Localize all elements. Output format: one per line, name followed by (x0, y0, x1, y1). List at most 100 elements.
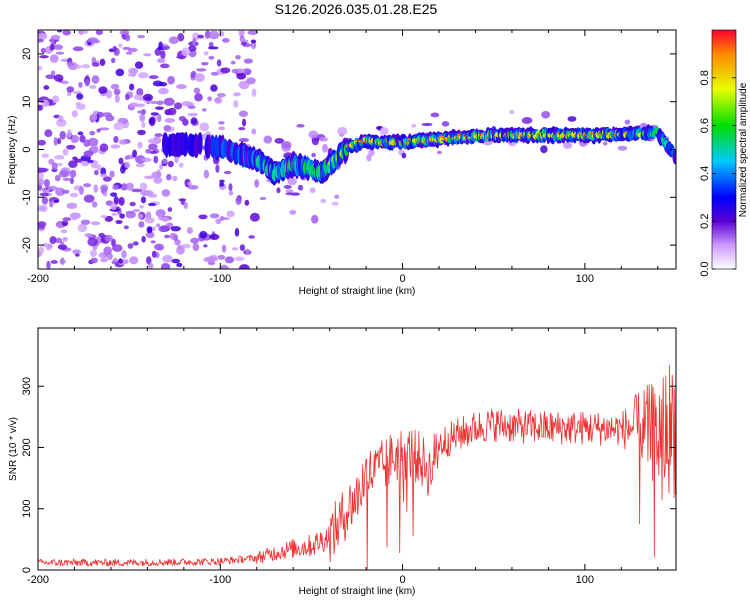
noise-blob (308, 130, 319, 139)
noise-blob (66, 144, 76, 150)
noise-blob (62, 148, 69, 156)
noise-blob (62, 217, 71, 222)
noise-blob (160, 262, 171, 269)
noise-blob (62, 30, 72, 36)
noise-blob (119, 213, 125, 219)
noise-blob (203, 169, 210, 179)
noise-blob (38, 172, 45, 180)
noise-blob (55, 187, 65, 197)
noise-blob (150, 240, 156, 244)
x-tick-label: -200 (27, 574, 49, 586)
noise-blob (145, 148, 152, 154)
noise-blob (111, 212, 117, 216)
y-tick-label: 200 (21, 438, 33, 456)
noise-blob (366, 154, 372, 162)
noise-blob (321, 143, 328, 153)
noise-blob (41, 187, 47, 193)
noise-blob (236, 72, 247, 80)
noise-blob (76, 93, 84, 100)
noise-blob (83, 194, 95, 203)
noise-blob (91, 75, 100, 84)
noise-blob (39, 192, 49, 197)
noise-blob (251, 128, 257, 135)
noise-blob (113, 122, 125, 131)
snr-line (38, 365, 676, 570)
noise-blob (145, 231, 155, 239)
noise-blob (153, 176, 163, 184)
noise-blob (38, 139, 46, 146)
noise-blob (401, 152, 407, 159)
noise-blob (77, 223, 88, 233)
noise-blob (60, 80, 69, 85)
noise-blob (220, 67, 231, 74)
noise-blob (42, 242, 48, 248)
noise-blob (53, 74, 64, 82)
noise-blob (141, 108, 146, 115)
noise-blob (75, 102, 82, 106)
noise-blob (111, 57, 116, 64)
noise-blob (183, 202, 188, 209)
noise-blob (132, 149, 137, 158)
noise-blob (41, 47, 46, 52)
spectrogram-x-label: Height of straight line (km) (299, 286, 416, 297)
noise-blob (159, 163, 164, 170)
noise-blob (223, 170, 232, 175)
noise-blob (81, 64, 90, 69)
noise-blob (112, 184, 119, 190)
noise-blob (193, 87, 201, 94)
noise-blob (112, 45, 117, 53)
noise-blob (158, 225, 168, 233)
noise-blob (91, 62, 100, 67)
noise-blob (207, 96, 212, 102)
noise-blob (167, 107, 177, 116)
noise-blob (208, 55, 215, 60)
noise-blob (90, 249, 98, 258)
noise-blob (248, 235, 255, 239)
noise-blob (147, 138, 155, 144)
noise-blob (100, 257, 108, 263)
noise-blob (57, 244, 68, 250)
noise-blob (93, 169, 99, 176)
noise-blob (93, 184, 99, 193)
noise-blob (140, 190, 150, 196)
noise-blob (127, 243, 134, 249)
noise-blob (187, 185, 199, 190)
noise-blob (285, 189, 294, 193)
noise-blob (181, 47, 191, 57)
noise-blob (115, 219, 123, 225)
noise-blob (169, 232, 177, 240)
noise-blob (110, 144, 121, 149)
noise-blob (41, 196, 49, 205)
noise-blob (274, 137, 284, 144)
signal-blob (672, 151, 676, 165)
noise-blob (137, 34, 146, 39)
noise-blob (239, 244, 246, 251)
noise-blob (238, 137, 250, 143)
noise-blob (209, 213, 220, 219)
noise-blob (78, 30, 85, 36)
noise-blob (147, 202, 157, 207)
noise-blob (50, 70, 56, 76)
noise-blob (71, 216, 77, 221)
noise-blob (224, 256, 235, 264)
noise-blob (242, 82, 249, 88)
noise-blob (296, 123, 305, 128)
noise-blob (53, 199, 60, 203)
noise-blob (192, 242, 200, 252)
noise-blob (87, 37, 99, 44)
noise-blob (99, 173, 108, 178)
noise-blob (62, 237, 68, 242)
noise-blob (228, 183, 233, 192)
noise-blob (160, 216, 170, 222)
noise-blob (118, 157, 124, 165)
noise-blob (157, 114, 162, 123)
noise-blob (47, 243, 53, 249)
noise-blob (283, 184, 292, 190)
noise-blob (234, 256, 245, 262)
noise-blob (337, 126, 348, 136)
noise-blob (245, 248, 250, 255)
noise-blob (174, 239, 181, 246)
noise-blob (110, 192, 118, 197)
noise-blob (38, 221, 47, 228)
noise-blob (125, 34, 131, 42)
